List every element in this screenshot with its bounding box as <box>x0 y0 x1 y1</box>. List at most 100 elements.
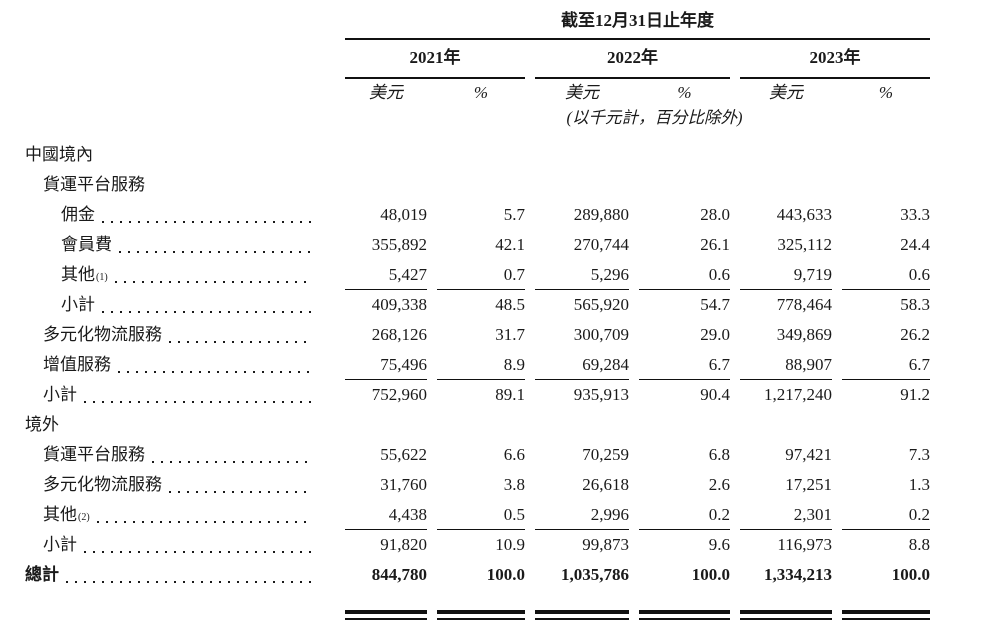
row-label: 小計 <box>25 290 335 320</box>
value-cell: 1,217,240 <box>764 385 832 404</box>
value-cell: 778,464 <box>776 295 832 314</box>
table-row: 貨運平台服務 55,622 6.6 70,259 6.8 97,421 7.3 <box>25 440 1005 470</box>
value-cell: 70,259 <box>582 445 629 464</box>
dot-leader <box>118 371 313 373</box>
row-label: 小計 <box>25 380 335 410</box>
value-cell: 0.6 <box>842 260 930 290</box>
double-rule-cell <box>535 608 629 620</box>
row-label-text: 貨運平台服務 <box>43 445 145 464</box>
value-cell: 89.1 <box>495 385 525 404</box>
value-cell: 91,820 <box>380 535 427 554</box>
pct-column-header-2021: % <box>473 83 489 102</box>
value-cell: 270,744 <box>573 235 629 254</box>
row-label-text: 境外 <box>25 415 59 434</box>
row-label-text: 增值服務 <box>43 355 111 374</box>
row-label-text: 會員費 <box>61 235 112 254</box>
usd-column-header-2023: 美元 <box>769 83 803 102</box>
row-label: 增值服務 <box>25 350 335 380</box>
row-label: 多元化物流服務 <box>25 320 335 350</box>
row-label: 多元化物流服務 <box>25 470 335 500</box>
value-cell: 0.5 <box>437 500 525 530</box>
value-cell: 0.2 <box>639 500 730 530</box>
value-cell: 48,019 <box>380 205 427 224</box>
row-label-text: 其他 <box>43 505 77 524</box>
dot-leader <box>102 311 313 313</box>
value-cell: 6.7 <box>639 350 730 380</box>
usd-column-header-2022: 美元 <box>565 83 599 102</box>
value-cell: 349,869 <box>776 325 832 344</box>
value-cell: 6.8 <box>708 445 730 464</box>
row-label: 中國境內 <box>25 140 335 170</box>
value-cell: 58.3 <box>900 295 930 314</box>
section-header-row: 中國境內 <box>25 140 1005 170</box>
value-cell: 48.5 <box>495 295 525 314</box>
row-label-text: 小計 <box>61 295 95 314</box>
table-row: 其他 (1) 5,427 0.7 5,296 0.6 9,719 0.6 <box>25 260 1005 290</box>
value-cell: 1,334,213 <box>764 565 832 584</box>
value-cell: 10.9 <box>495 535 525 554</box>
row-label-text: 總計 <box>25 565 59 584</box>
value-cell: 4,438 <box>345 500 427 530</box>
value-cell: 5.7 <box>503 205 525 224</box>
double-rule-cell <box>842 608 930 620</box>
value-cell: 2,996 <box>535 500 629 530</box>
row-label: 其他 (2) <box>25 500 335 530</box>
dot-leader <box>66 581 313 583</box>
value-cell: 8.8 <box>908 535 930 554</box>
value-cell: 100.0 <box>691 565 730 584</box>
section-header-row: 境外 <box>25 410 1005 440</box>
dot-leader <box>84 401 313 403</box>
dot-leader <box>114 281 313 283</box>
table-row: 多元化物流服務 31,760 3.8 26,618 2.6 17,251 1.3 <box>25 470 1005 500</box>
value-cell: 116,973 <box>777 535 832 554</box>
value-cell: 100.0 <box>891 565 930 584</box>
usd-column-header-2021: 美元 <box>369 83 403 102</box>
row-label: 其他 (1) <box>25 260 335 290</box>
value-cell: 8.9 <box>437 350 525 380</box>
value-cell: 42.1 <box>495 235 525 254</box>
value-cell: 9.6 <box>708 535 730 554</box>
value-cell: 1,035,786 <box>561 565 629 584</box>
value-cell: 26.1 <box>700 235 730 254</box>
value-cell: 325,112 <box>777 235 832 254</box>
label-column-spacer <box>25 77 335 107</box>
dot-leader <box>152 461 313 463</box>
row-label-text: 其他 <box>61 265 95 284</box>
table-row: 小計 752,960 89.1 935,913 90.4 1,217,240 91.2 <box>25 380 1005 410</box>
total-double-rule-row <box>25 590 1005 620</box>
table-body: 中國境內 貨運平台服務 佣金 48,019 5.7 289,880 28.0 443,633 3… <box>25 140 1005 620</box>
total-row: 總計 844,780 100.0 1,035,786 100.0 1,334,213 100… <box>25 560 1005 590</box>
value-cell: 6.6 <box>503 445 525 464</box>
value-cell: 0.7 <box>437 260 525 290</box>
value-cell: 752,960 <box>371 385 427 404</box>
value-cell: 29.0 <box>700 325 730 344</box>
value-cell: 0.6 <box>639 260 730 290</box>
row-label-text: 貨運平台服務 <box>43 175 145 194</box>
row-label: 境外 <box>25 410 335 440</box>
value-cell: 2.6 <box>708 475 730 494</box>
row-label-text: 小計 <box>43 535 77 554</box>
pct-column-header-2022: % <box>677 83 692 102</box>
section-header-row: 貨運平台服務 <box>25 170 1005 200</box>
value-cell: 75,496 <box>345 350 427 380</box>
row-label: 佣金 <box>25 200 335 230</box>
value-cell: 55,622 <box>380 445 427 464</box>
value-cell: 100.0 <box>486 565 525 584</box>
value-cell: 17,251 <box>785 475 832 494</box>
row-label: 會員費 <box>25 230 335 260</box>
table-row: 小計 91,820 10.9 99,873 9.6 116,973 8.8 <box>25 530 1005 560</box>
period-title: 截至12月31日止年度 <box>345 8 930 40</box>
value-cell: 355,892 <box>371 235 427 254</box>
year-header-2022: 2022年 <box>535 44 730 79</box>
dot-leader <box>102 221 313 223</box>
value-cell: 935,913 <box>573 385 629 404</box>
double-rule-cell <box>639 608 730 620</box>
row-label: 總計 <box>25 560 335 590</box>
table-row: 佣金 48,019 5.7 289,880 28.0 443,633 33.3 <box>25 200 1005 230</box>
table-header-years-row: 2021年 2022年 2023年 <box>25 44 1005 79</box>
row-label: 小計 <box>25 530 335 560</box>
row-label-text: 小計 <box>43 385 77 404</box>
value-cell: 289,880 <box>573 205 629 224</box>
year-header-2021: 2021年 <box>345 44 525 79</box>
